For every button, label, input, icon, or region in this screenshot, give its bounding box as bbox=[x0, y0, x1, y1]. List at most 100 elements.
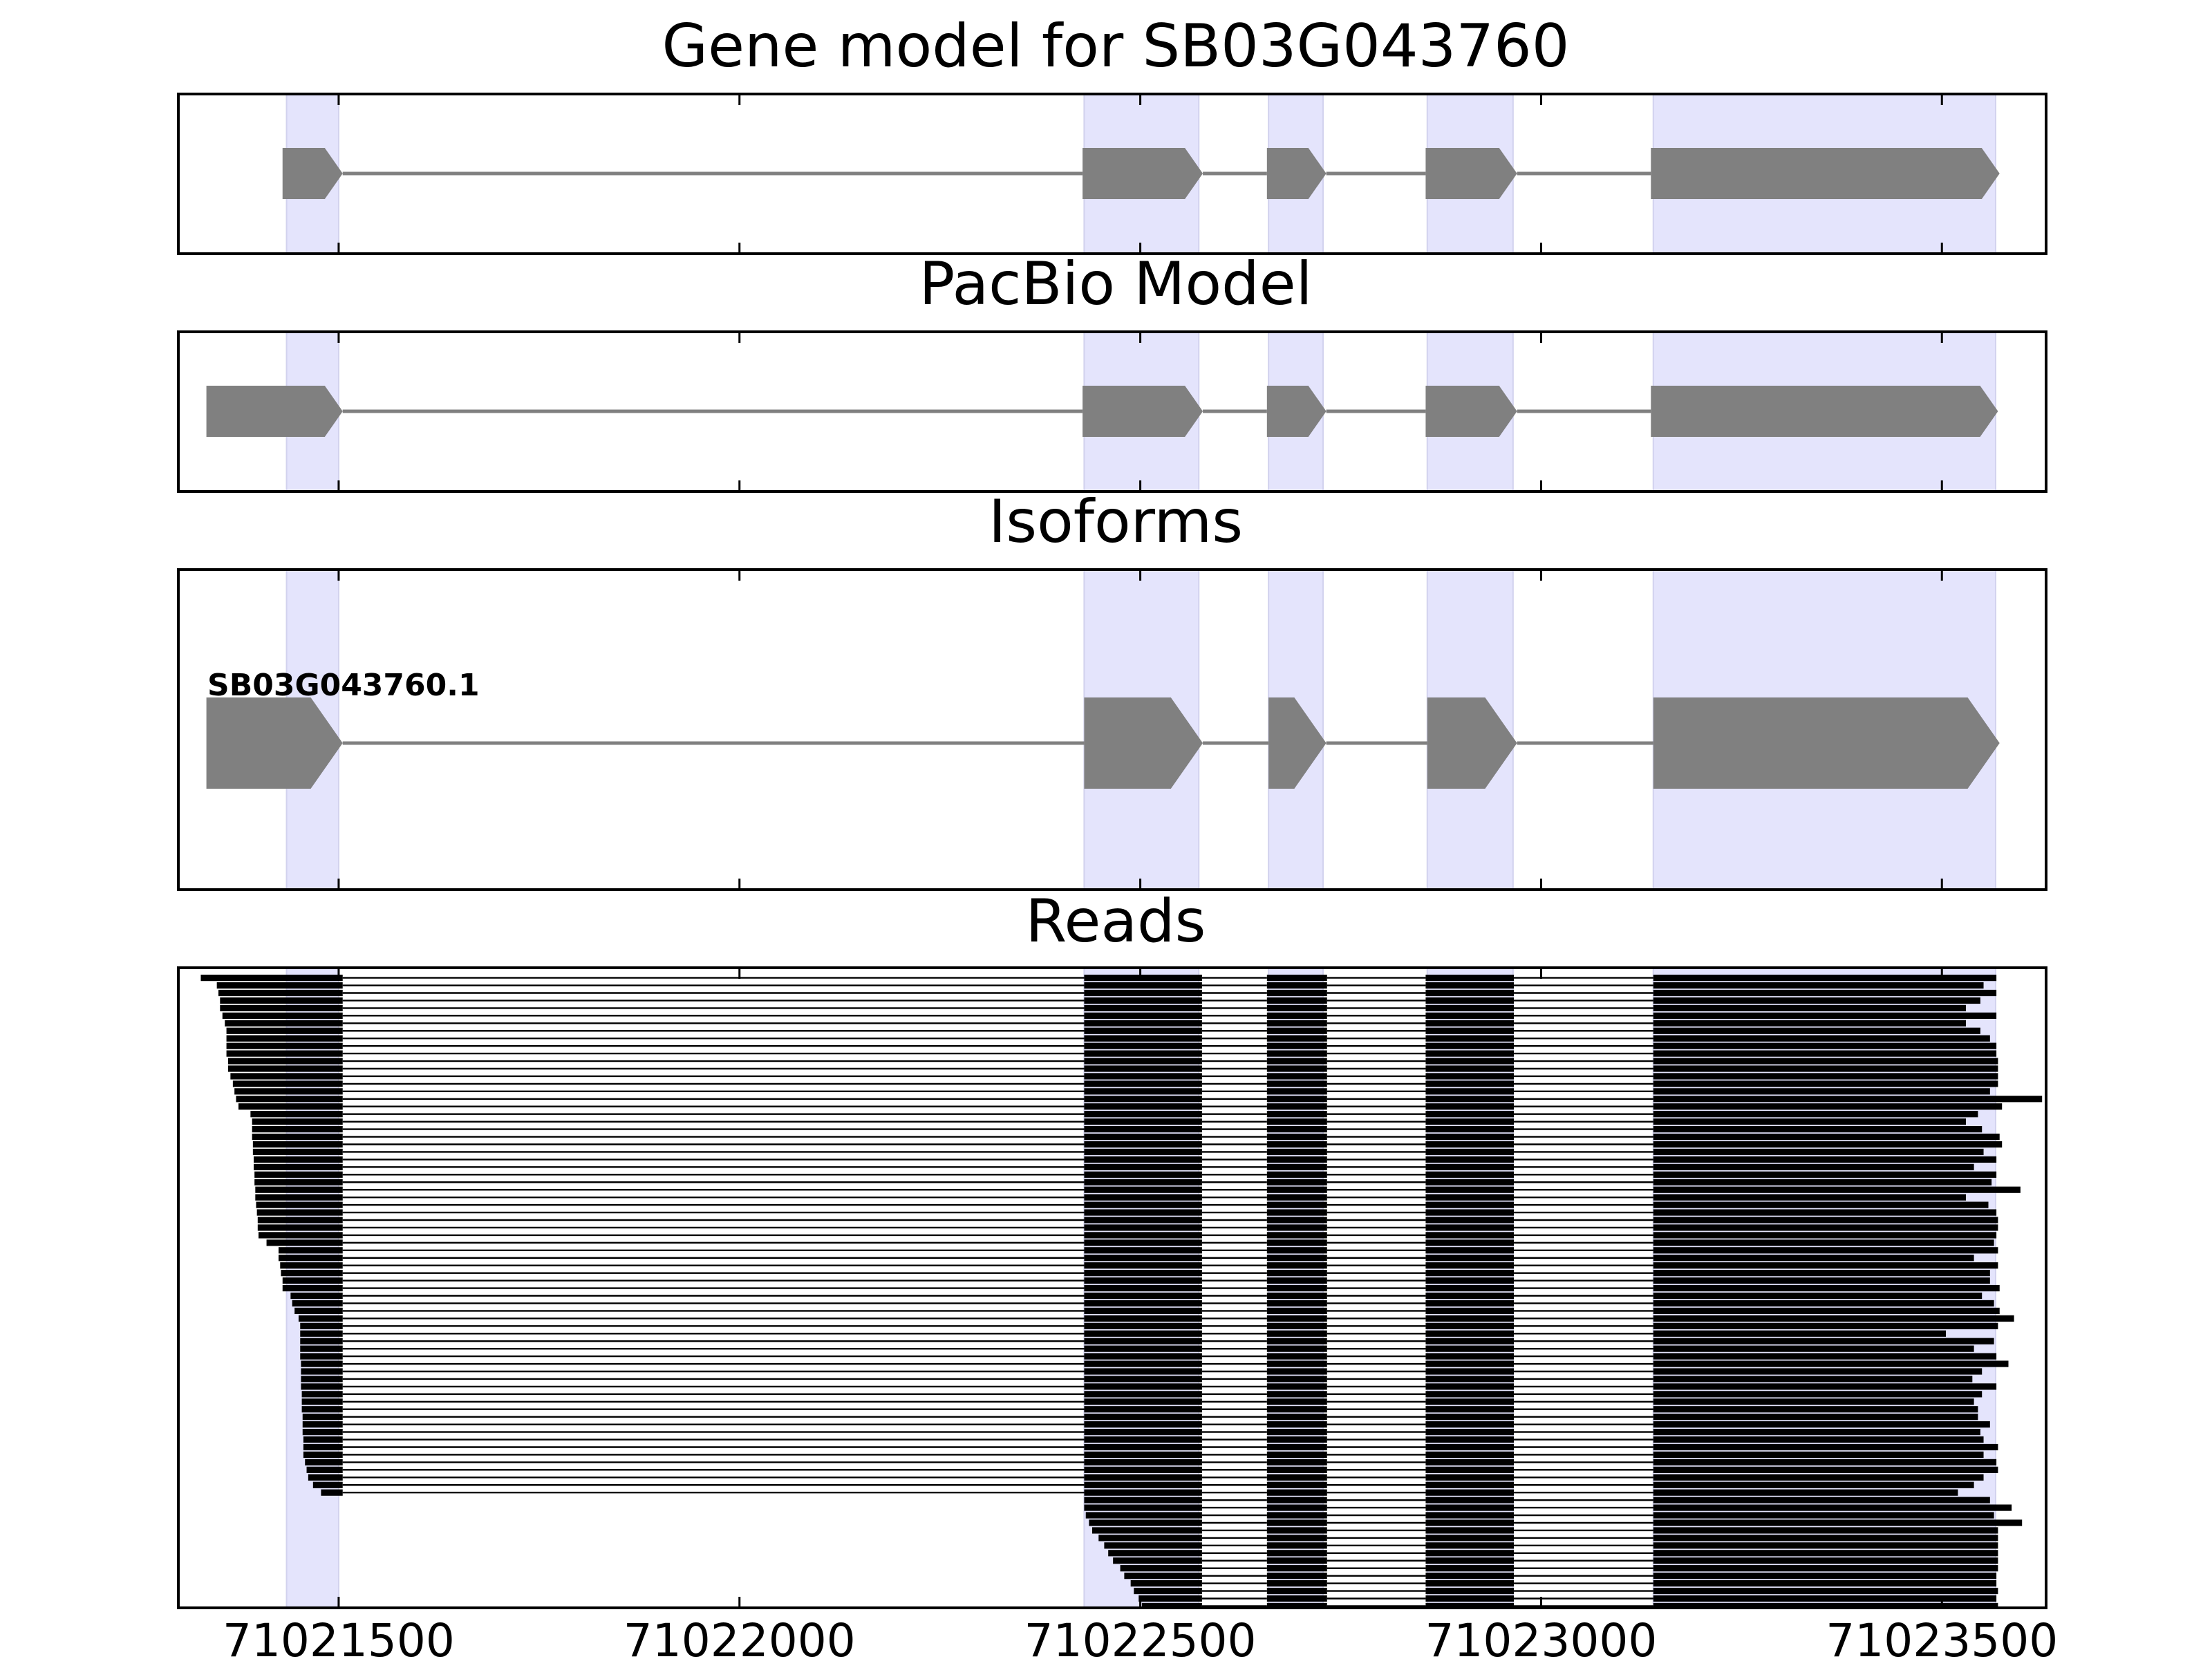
read-block bbox=[1425, 1406, 1514, 1413]
read-block bbox=[1266, 1557, 1327, 1564]
read-block bbox=[1084, 1171, 1202, 1178]
read bbox=[252, 1126, 1983, 1133]
read-block bbox=[1653, 1292, 1983, 1300]
read bbox=[301, 1376, 1973, 1382]
read-block bbox=[1653, 1065, 1998, 1072]
read-block bbox=[1653, 1201, 1989, 1208]
read-block bbox=[1267, 1633, 1327, 1640]
read-block bbox=[1084, 1209, 1202, 1216]
read-block bbox=[1653, 1504, 2012, 1511]
read-block bbox=[1653, 1565, 1998, 1572]
read-block bbox=[1267, 1626, 1327, 1632]
read bbox=[1084, 1497, 1990, 1503]
read bbox=[234, 1088, 1990, 1095]
read bbox=[236, 1096, 2043, 1103]
read-block bbox=[1266, 975, 1327, 982]
read-block bbox=[1084, 1126, 1202, 1133]
read-block bbox=[1425, 1345, 1514, 1352]
read-block bbox=[303, 1443, 343, 1451]
read bbox=[252, 1141, 2003, 1148]
read-block bbox=[1084, 1277, 1202, 1284]
read-block bbox=[1266, 1466, 1327, 1473]
read-block bbox=[1266, 1232, 1327, 1239]
read-block bbox=[1266, 1474, 1327, 1481]
read bbox=[227, 1065, 1998, 1072]
read-block bbox=[301, 1360, 343, 1367]
read bbox=[226, 1027, 1980, 1034]
read bbox=[257, 1224, 1998, 1231]
read bbox=[225, 1020, 1967, 1027]
read-block bbox=[1653, 1573, 1997, 1580]
read-block bbox=[1084, 1504, 1202, 1511]
read-block bbox=[1084, 1058, 1202, 1065]
read-block bbox=[1084, 1141, 1202, 1148]
read-block bbox=[255, 1186, 343, 1193]
read-block bbox=[1653, 1217, 1998, 1224]
exon-block bbox=[1268, 697, 1327, 789]
panel-reads: Reads 71021500 71022000 71022500 71023000 71… bbox=[177, 887, 2058, 1659]
read-block bbox=[1084, 1027, 1202, 1034]
read-block bbox=[300, 1338, 343, 1344]
read-block bbox=[1085, 1512, 1202, 1519]
read-block bbox=[1084, 1262, 1202, 1269]
read-block bbox=[1653, 1133, 2000, 1141]
read-block bbox=[1425, 1421, 1514, 1428]
read-block bbox=[1653, 1224, 1998, 1231]
read-block bbox=[1266, 1156, 1327, 1163]
read-block bbox=[1653, 1020, 1967, 1027]
read-block bbox=[1266, 1194, 1327, 1201]
read-block bbox=[1425, 1474, 1514, 1481]
read-block bbox=[1425, 1126, 1514, 1133]
exon-block bbox=[1266, 386, 1327, 437]
read-block bbox=[1425, 1466, 1514, 1473]
read-block bbox=[1266, 1186, 1327, 1193]
read bbox=[254, 1163, 1974, 1170]
read-block bbox=[1266, 1004, 1327, 1011]
read-block bbox=[1653, 1519, 2023, 1526]
read-block bbox=[1266, 1035, 1327, 1042]
read-block bbox=[1653, 1489, 1958, 1496]
read-block bbox=[1425, 1512, 1514, 1519]
read-block bbox=[1084, 1398, 1202, 1405]
read bbox=[1113, 1557, 1998, 1564]
read-block bbox=[1653, 1103, 2003, 1110]
exon-block bbox=[1082, 148, 1203, 199]
read-block bbox=[1266, 1315, 1327, 1322]
read-block bbox=[1425, 1201, 1514, 1208]
read-block bbox=[1266, 1247, 1327, 1254]
read-block bbox=[1425, 1058, 1514, 1065]
read-block bbox=[1653, 1429, 1980, 1436]
read bbox=[305, 1459, 1997, 1465]
read-block bbox=[281, 1270, 343, 1277]
read bbox=[301, 1391, 1983, 1398]
read-block bbox=[1425, 1284, 1514, 1292]
read-block bbox=[256, 1209, 343, 1216]
panel-pacbio-model: PacBio Model bbox=[177, 250, 2047, 493]
read-block bbox=[1266, 1398, 1327, 1405]
read-block bbox=[1425, 1277, 1514, 1284]
read-block bbox=[1266, 1239, 1327, 1246]
read-block bbox=[1653, 1163, 1974, 1170]
read-block bbox=[1266, 1118, 1327, 1125]
read-block bbox=[1084, 1391, 1202, 1398]
read bbox=[252, 1118, 1967, 1125]
read bbox=[254, 1179, 1992, 1185]
read-block bbox=[1425, 1557, 1514, 1564]
read bbox=[303, 1443, 1998, 1451]
read-block bbox=[1653, 997, 1980, 1004]
read-block bbox=[302, 1414, 343, 1421]
read bbox=[254, 1156, 1997, 1163]
read-block bbox=[220, 997, 343, 1004]
read-block bbox=[1653, 1126, 1983, 1133]
exon-block bbox=[282, 148, 343, 199]
read-block bbox=[1425, 1587, 1514, 1595]
read bbox=[1104, 1542, 1998, 1549]
read-block bbox=[1084, 1156, 1202, 1163]
read-block bbox=[1266, 1519, 1327, 1526]
x-tick-label: 71022500 bbox=[1024, 1614, 1257, 1659]
read-block bbox=[1266, 1489, 1327, 1496]
read bbox=[1108, 1550, 1998, 1557]
read-block bbox=[1653, 1391, 1983, 1398]
read-block bbox=[1653, 1527, 1998, 1534]
read-block bbox=[1084, 1489, 1202, 1496]
